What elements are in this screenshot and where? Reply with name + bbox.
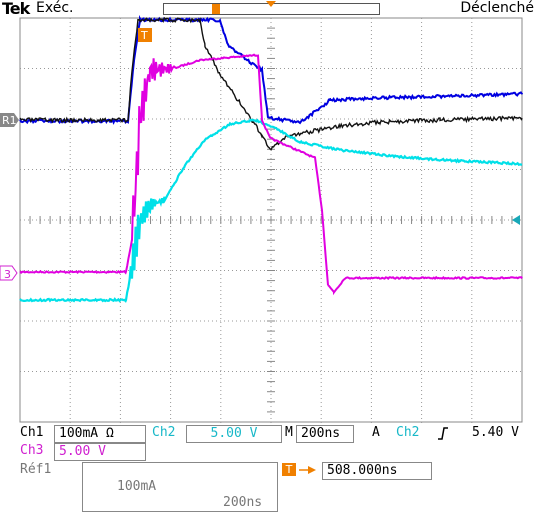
rising-edge-icon — [438, 427, 448, 440]
trigger-mode: A — [372, 425, 380, 440]
horizontal-position[interactable]: 508.000ns — [322, 462, 432, 480]
trigger-marker[interactable]: T — [138, 28, 152, 42]
brand-logo: Tek — [2, 0, 30, 18]
ch2-waveform — [19, 118, 523, 303]
arrow-right-icon — [299, 466, 316, 474]
trigger-source[interactable]: Ch2 — [396, 425, 420, 440]
ch2-label: Ch2 — [152, 425, 176, 440]
trigger-position-marker — [266, 1, 276, 7]
waveform-display[interactable]: R1 3 T — [0, 0, 536, 480]
ch2-scale[interactable]: 5.00 V — [186, 425, 282, 443]
ch3-waveform — [19, 53, 523, 296]
timebase-scale[interactable]: 200ns — [296, 425, 354, 443]
svg-text:3: 3 — [4, 268, 11, 281]
record-position-marker — [212, 4, 220, 14]
ch3-label: Ch3 — [20, 443, 44, 458]
status-bar: Tek Exéc. Déclenché — [0, 0, 536, 18]
ch1-label: Ch1 — [20, 425, 44, 440]
svg-text:T: T — [140, 29, 148, 42]
ref1-marker[interactable]: R1 — [0, 113, 19, 127]
svg-text:R1: R1 — [2, 114, 17, 127]
trigger-status: Déclenché — [460, 0, 534, 16]
ref1-settings[interactable]: 100mA 200ns — [82, 462, 278, 512]
ref1-scale: 100mA — [117, 479, 157, 494]
ch3-scale[interactable]: 5.00 V — [54, 443, 146, 461]
trigger-position-icon: T — [282, 463, 296, 476]
acquisition-mode: Exéc. — [36, 0, 74, 16]
ch1-scale[interactable]: 100mA Ω — [54, 425, 146, 443]
trigger-level[interactable]: 5.40 V — [472, 425, 519, 440]
timebase-label: M — [285, 425, 293, 440]
trigger-level-marker[interactable] — [512, 215, 520, 225]
ref1-label: Réf1 — [20, 462, 52, 477]
ch1-waveform — [19, 16, 523, 151]
ref1-time: 200ns — [223, 495, 263, 510]
ch3-marker[interactable]: 3 — [0, 265, 18, 281]
graticule-grid — [19, 17, 521, 423]
